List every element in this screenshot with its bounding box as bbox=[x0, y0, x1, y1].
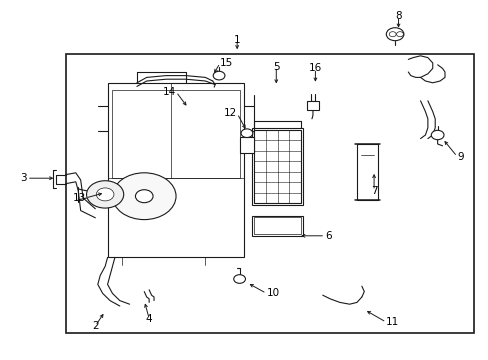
Text: 12: 12 bbox=[224, 108, 237, 118]
Bar bbox=[112, 90, 239, 178]
Text: 4: 4 bbox=[145, 314, 152, 324]
Text: 8: 8 bbox=[394, 11, 401, 21]
Text: 15: 15 bbox=[220, 58, 233, 68]
Bar bbox=[253, 217, 301, 234]
Text: 13: 13 bbox=[72, 193, 85, 203]
Text: 2: 2 bbox=[92, 321, 99, 331]
Circle shape bbox=[233, 275, 245, 283]
Text: 16: 16 bbox=[308, 63, 322, 73]
Text: 3: 3 bbox=[20, 173, 27, 183]
Bar bbox=[66, 54, 473, 333]
Bar bbox=[239, 137, 254, 153]
Circle shape bbox=[112, 173, 176, 220]
Text: 5: 5 bbox=[272, 62, 279, 72]
Circle shape bbox=[86, 181, 123, 208]
Circle shape bbox=[241, 129, 252, 138]
Bar bbox=[356, 144, 377, 200]
Circle shape bbox=[135, 190, 153, 203]
Bar bbox=[252, 128, 302, 205]
Bar bbox=[254, 130, 300, 203]
Circle shape bbox=[96, 188, 114, 201]
Text: 11: 11 bbox=[386, 317, 399, 327]
Text: 9: 9 bbox=[456, 152, 463, 162]
Bar bbox=[251, 216, 303, 236]
Circle shape bbox=[386, 28, 403, 41]
Bar bbox=[306, 101, 318, 110]
Bar bbox=[107, 83, 244, 257]
Text: 14: 14 bbox=[163, 87, 176, 97]
Circle shape bbox=[213, 71, 224, 80]
Text: 1: 1 bbox=[233, 35, 240, 45]
Text: 10: 10 bbox=[266, 288, 279, 298]
Text: 7: 7 bbox=[370, 186, 377, 196]
Text: 6: 6 bbox=[325, 231, 331, 241]
Circle shape bbox=[430, 130, 443, 140]
